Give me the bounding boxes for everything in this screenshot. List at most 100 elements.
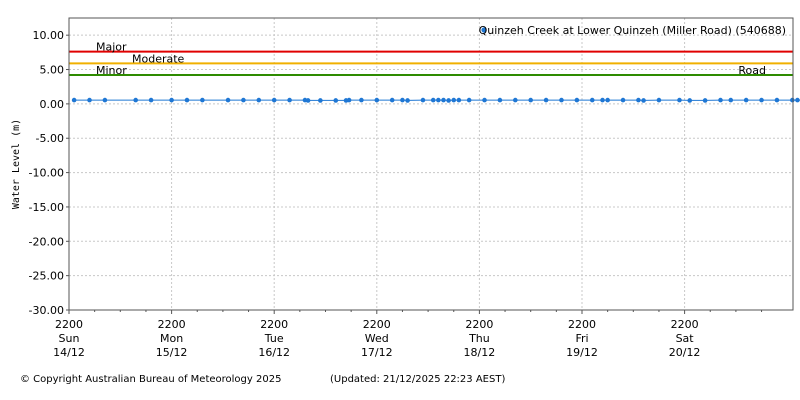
data-point <box>702 98 708 103</box>
x-tick-date: 16/12 <box>258 346 290 359</box>
data-point <box>346 97 352 103</box>
threshold-label-moderate: Moderate <box>132 52 185 65</box>
data-point <box>359 97 364 103</box>
data-point <box>466 97 472 103</box>
x-tick-day: Wed <box>365 332 389 345</box>
data-point <box>482 97 487 103</box>
data-point <box>87 97 92 103</box>
x-tick-date: 20/12 <box>669 346 701 359</box>
y-axis-label: Water Level (m) <box>11 119 22 209</box>
legend-marker <box>481 27 487 33</box>
data-point <box>589 97 595 103</box>
updated-text: (Updated: 21/12/2025 22:23 AEST) <box>330 374 506 385</box>
data-point <box>574 97 580 103</box>
x-tick-day: Thu <box>468 332 490 345</box>
x-tick-day: Sat <box>676 332 695 345</box>
data-point <box>600 97 605 103</box>
x-tick-time: 2200 <box>260 318 288 331</box>
data-point <box>405 98 410 103</box>
data-point <box>543 97 549 103</box>
data-point <box>420 97 426 103</box>
threshold-label-minor: Minor <box>96 64 127 77</box>
threshold-lines: Major Moderate Minor Road <box>69 41 793 77</box>
y-tick-label: -25.00 <box>29 270 64 283</box>
y-tick-label: 10.00 <box>33 29 65 42</box>
data-point <box>287 97 292 103</box>
data-point <box>102 97 108 103</box>
data-point <box>656 97 662 103</box>
y-tick-label: -20.00 <box>29 235 64 248</box>
data-point <box>456 97 462 103</box>
data-point <box>687 98 693 103</box>
data-point <box>528 97 533 103</box>
y-tick-label: 0.00 <box>40 98 65 111</box>
series-layer <box>71 97 800 103</box>
data-point <box>225 97 231 103</box>
threshold-label-road: Road <box>738 64 766 77</box>
data-point <box>446 98 451 103</box>
x-tick-time: 2200 <box>363 318 391 331</box>
data-point <box>559 97 564 103</box>
x-tick-day: Sun <box>59 332 80 345</box>
x-tick-day: Fri <box>575 332 588 345</box>
y-tick-label: -30.00 <box>29 304 64 317</box>
data-point <box>71 97 77 103</box>
data-point <box>241 97 246 103</box>
data-point <box>497 97 503 103</box>
data-point <box>271 97 277 103</box>
x-tick-date: 18/12 <box>464 346 496 359</box>
y-tick-label: -5.00 <box>36 132 64 145</box>
data-point <box>400 97 405 103</box>
x-tick-day: Tue <box>264 332 284 345</box>
data-point <box>728 97 734 103</box>
data-point <box>451 97 457 103</box>
data-point <box>374 97 380 103</box>
data-point <box>759 97 764 103</box>
x-tick-day: Mon <box>160 332 183 345</box>
x-axis: 2200Sun14/122200Mon15/122200Tue16/122200… <box>53 310 763 359</box>
threshold-label-major: Major <box>96 41 127 54</box>
data-point <box>430 97 436 103</box>
data-point <box>305 98 311 103</box>
data-point <box>743 97 749 103</box>
data-point <box>389 97 395 103</box>
x-tick-time: 2200 <box>671 318 699 331</box>
y-tick-label: -10.00 <box>29 167 64 180</box>
copyright-text: © Copyright Australian Bureau of Meteoro… <box>20 374 282 385</box>
data-point <box>718 97 723 103</box>
data-point <box>169 97 174 103</box>
plot-frame <box>68 17 794 311</box>
data-point <box>133 97 138 103</box>
x-tick-time: 2200 <box>55 318 83 331</box>
legend: Quinzeh Creek at Lower Quinzeh (Miller R… <box>479 24 786 37</box>
data-point <box>677 97 682 103</box>
y-tick-label: -15.00 <box>29 201 64 214</box>
data-point <box>184 97 190 103</box>
data-point <box>605 97 610 103</box>
x-tick-date: 19/12 <box>566 346 598 359</box>
x-tick-date: 15/12 <box>156 346 188 359</box>
x-tick-time: 2200 <box>158 318 186 331</box>
data-point <box>256 97 262 103</box>
data-point <box>436 97 441 103</box>
x-tick-time: 2200 <box>465 318 493 331</box>
data-point <box>148 97 154 103</box>
y-axis: 10.00 5.00 0.00 -5.00 -10.00 -15.00 -20.00 -25.… <box>29 29 69 317</box>
x-tick-date: 17/12 <box>361 346 393 359</box>
data-point <box>795 97 800 103</box>
series-line <box>74 99 800 101</box>
data-point <box>441 97 446 103</box>
data-point <box>790 97 795 103</box>
data-point <box>636 97 641 103</box>
y-tick-label: 5.00 <box>40 64 65 77</box>
x-tick-time: 2200 <box>568 318 596 331</box>
data-point <box>513 97 518 103</box>
data-point <box>333 98 339 103</box>
legend-series-label: Quinzeh Creek at Lower Quinzeh (Miller R… <box>479 24 786 37</box>
data-point <box>200 97 205 103</box>
data-point <box>318 98 323 103</box>
data-point <box>774 97 780 103</box>
x-tick-date: 14/12 <box>53 346 85 359</box>
data-point <box>620 97 626 103</box>
